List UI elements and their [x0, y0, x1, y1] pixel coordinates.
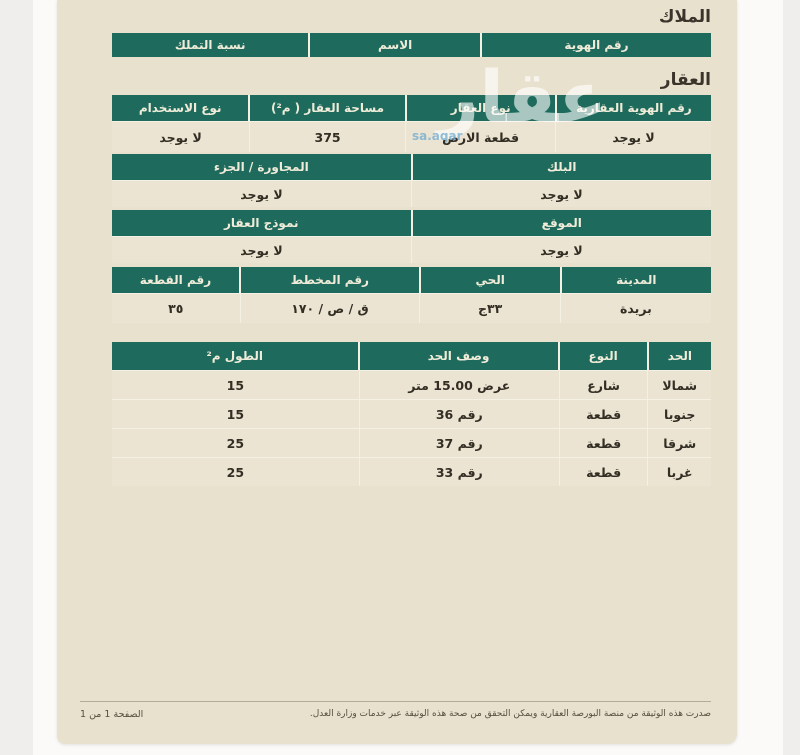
header-cell-boundary-description: وصف الحد — [359, 342, 558, 370]
data-cell-location: لا يوجد — [412, 237, 711, 263]
city-table: المدينة الحي رقم المخطط رقم القطعة بريدة… — [112, 267, 711, 323]
boundary-row-east: شرقا قطعة رقم 37 25 — [112, 429, 711, 457]
block-data-row: لا يوجد لا يوجد — [112, 181, 711, 207]
header-cell-property-type: نوع العقار — [406, 95, 555, 121]
owners-table: رقم الهوية الاسم نسبة التملك — [112, 33, 711, 57]
data-cell-boundary: شرقا — [648, 429, 711, 457]
city-header-row: المدينة الحي رقم المخطط رقم القطعة — [112, 267, 711, 293]
data-cell-boundary-description: رقم 36 — [359, 400, 559, 428]
boundary-row-south: جنوبا قطعة رقم 36 15 — [112, 400, 711, 428]
data-cell-boundary: شمالا — [648, 371, 711, 399]
city-data-row: بريدة ٣٣ج ق / ص / ١٧٠ ٣٥ — [112, 294, 711, 323]
header-cell-name: الاسم — [310, 33, 480, 57]
block-table: البلك المجاورة / الجزء لا يوجد لا يوجد — [112, 154, 711, 207]
header-cell-id-number: رقم الهوية — [481, 33, 711, 57]
header-cell-block: البلك — [412, 154, 711, 180]
header-cell-adjacent-part: المجاورة / الجزء — [112, 154, 411, 180]
data-cell-boundary-type: شارع — [559, 371, 648, 399]
property-section-title: العقار — [660, 70, 711, 90]
page-footer: صدرت هذه الوثيقة من منصة البورصة العقاري… — [80, 701, 711, 720]
owners-header-row: رقم الهوية الاسم نسبة التملك — [112, 33, 711, 57]
data-cell-boundary-length: 25 — [112, 458, 359, 486]
header-cell-boundary-type: النوع — [559, 342, 647, 370]
owners-section-title: الملاك — [658, 7, 711, 27]
data-cell-adjacent-part: لا يوجد — [112, 181, 411, 207]
header-cell-property-model: نموذج العقار — [112, 210, 411, 236]
boundaries-header-row: الحد النوع وصف الحد الطول م² — [112, 342, 711, 370]
data-cell-boundary: جنوبا — [648, 400, 711, 428]
header-cell-ownership-share: نسبة التملك — [112, 33, 309, 57]
header-cell-boundary: الحد — [648, 342, 711, 370]
location-data-row: لا يوجد لا يوجد — [112, 237, 711, 263]
header-cell-boundary-length: الطول م² — [112, 342, 358, 370]
data-cell-boundary-type: قطعة — [559, 429, 648, 457]
header-cell-location: الموقع — [412, 210, 711, 236]
header-cell-plot-number: رقم القطعة — [112, 267, 239, 293]
header-cell-district: الحي — [420, 267, 560, 293]
data-cell-property-type: قطعة الارض — [406, 122, 556, 152]
deed-content: الملاك رقم الهوية الاسم نسبة التملك العق… — [57, 0, 737, 486]
header-cell-usage-type: نوع الاستخدام — [112, 95, 249, 121]
data-cell-realestate-id: لا يوجد — [556, 122, 711, 152]
boundary-row-north: شمالا شارع عرض 15.00 متر 15 — [112, 371, 711, 399]
header-cell-plan-number: رقم المخطط — [240, 267, 419, 293]
data-cell-boundary-length: 15 — [112, 400, 359, 428]
boundaries-table: الحد النوع وصف الحد الطول م² شمالا شارع … — [112, 342, 711, 486]
boundary-row-west: غربا قطعة رقم 33 25 — [112, 458, 711, 486]
property-ids-header-row: رقم الهوية العقارية نوع العقار مساحة الع… — [112, 95, 711, 121]
location-header-row: الموقع نموذج العقار — [112, 210, 711, 236]
header-cell-property-area: مساحة العقار ( م²) — [250, 95, 405, 121]
data-cell-boundary-type: قطعة — [559, 400, 648, 428]
footer-page-label: الصفحة 1 من 1 — [80, 709, 144, 720]
deed-page: الملاك رقم الهوية الاسم نسبة التملك العق… — [57, 0, 737, 744]
data-cell-property-model: لا يوجد — [112, 237, 411, 263]
location-table: الموقع نموذج العقار لا يوجد لا يوجد — [112, 210, 711, 263]
data-cell-district: ٣٣ج — [420, 294, 560, 323]
data-cell-boundary-description: رقم 33 — [359, 458, 559, 486]
data-cell-block: لا يوجد — [412, 181, 711, 207]
data-cell-city: بريدة — [560, 294, 711, 323]
data-cell-plot-number: ٣٥ — [112, 294, 240, 323]
block-header-row: البلك المجاورة / الجزء — [112, 154, 711, 180]
footer-verification-note: صدرت هذه الوثيقة من منصة البورصة العقاري… — [309, 709, 711, 719]
data-cell-boundary-length: 15 — [112, 371, 359, 399]
property-ids-data-row: لا يوجد قطعة الارض 375 لا يوجد — [112, 122, 711, 152]
data-cell-usage-type: لا يوجد — [112, 122, 250, 152]
property-ids-table: رقم الهوية العقارية نوع العقار مساحة الع… — [112, 95, 711, 152]
header-cell-realestate-id: رقم الهوية العقارية — [556, 95, 711, 121]
data-cell-boundary-description: رقم 37 — [359, 429, 559, 457]
data-cell-boundary-length: 25 — [112, 429, 359, 457]
data-cell-property-area: 375 — [250, 122, 406, 152]
data-cell-boundary-description: عرض 15.00 متر — [359, 371, 559, 399]
header-cell-city: المدينة — [561, 267, 711, 293]
data-cell-boundary: غربا — [648, 458, 711, 486]
data-cell-boundary-type: قطعة — [559, 458, 648, 486]
data-cell-plan-number: ق / ص / ١٧٠ — [240, 294, 420, 323]
